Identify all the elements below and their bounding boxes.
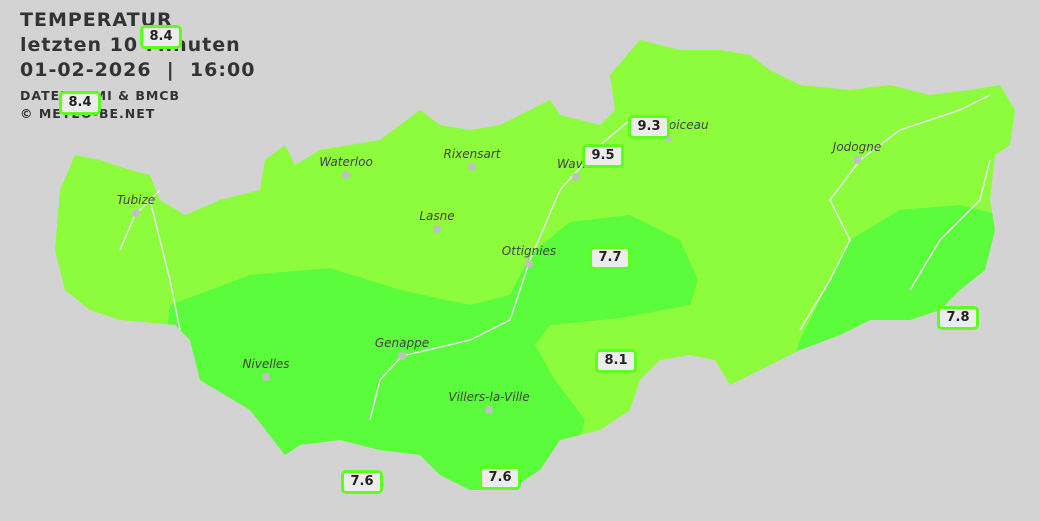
city-label: Genappe	[374, 336, 430, 350]
temp-zone-green-west	[150, 215, 698, 490]
city-dot	[485, 406, 493, 414]
temperature-label[interactable]: 8.1	[595, 349, 637, 373]
temperature-label[interactable]: 9.5	[582, 144, 624, 168]
subtitle: letzten 10 Minuten	[20, 34, 241, 56]
temperature-label[interactable]: 7.7	[589, 246, 631, 270]
temperature-label[interactable]: 8.4	[140, 25, 182, 49]
city-dot	[468, 163, 476, 171]
temperature-label[interactable]: 8.4	[59, 91, 101, 115]
city-label: Rixensart	[443, 147, 501, 161]
data-source: DATEN: KMI & BMCB	[20, 88, 181, 103]
city-dot	[525, 260, 533, 268]
temperature-label[interactable]: 7.6	[479, 466, 521, 490]
map-header: TEMPERATUR letzten 10 Minuten 01-02-2026…	[20, 8, 255, 123]
city-dot	[132, 209, 140, 217]
temperature-label[interactable]: 9.3	[628, 115, 670, 139]
city-label: Lasne	[419, 209, 455, 223]
city-label: Ottignies	[501, 244, 557, 258]
city-dot	[398, 352, 406, 360]
city-dot	[262, 373, 270, 381]
city-label: Nivelles	[242, 357, 290, 371]
city-label: Tubize	[116, 193, 156, 207]
copyright: © METEO-BE.NET	[20, 106, 154, 121]
city-dot	[572, 173, 580, 181]
title: TEMPERATUR	[20, 9, 173, 31]
temperature-label[interactable]: 7.6	[341, 470, 383, 494]
datetime: 01-02-2026 | 16:00	[20, 59, 256, 81]
city-label: Villers-la-Ville	[448, 390, 530, 404]
temperature-label[interactable]: 7.8	[937, 306, 979, 330]
city-dot	[342, 171, 350, 179]
city-label: Waterloo	[319, 155, 373, 169]
city-dot	[853, 156, 861, 164]
city-label: Jodogne	[832, 140, 882, 154]
city-dot	[433, 225, 441, 233]
